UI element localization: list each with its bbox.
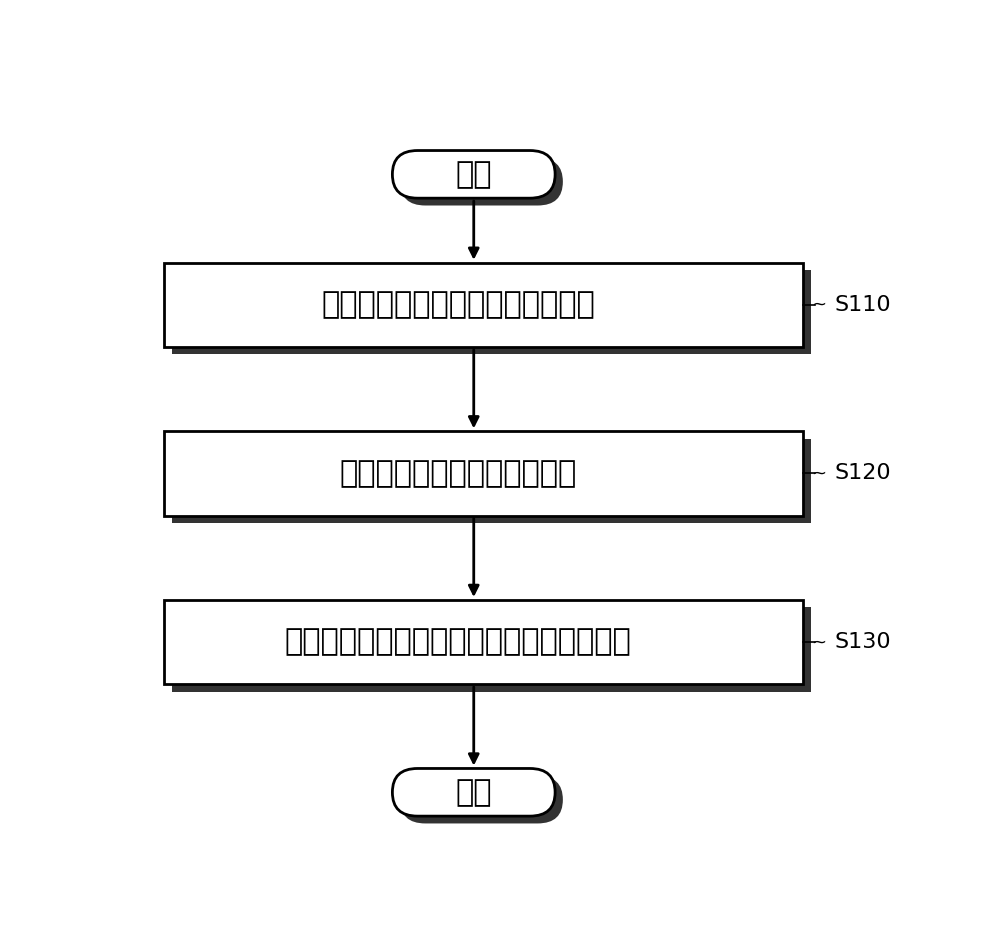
Bar [164, 600, 803, 684]
Bar [172, 607, 811, 691]
Text: 接收用于内部状态信息输出的命令: 接收用于内部状态信息输出的命令 [321, 290, 595, 319]
Text: 输出指定的（或寻址的）帪的内部状态信息: 输出指定的（或寻址的）帪的内部状态信息 [285, 627, 632, 657]
Bar [164, 431, 803, 516]
Text: ~: ~ [811, 296, 826, 314]
Text: 结束: 结束 [456, 778, 492, 806]
Text: ~: ~ [811, 465, 826, 483]
Bar [172, 270, 811, 354]
Text: S130: S130 [834, 632, 891, 652]
FancyBboxPatch shape [392, 150, 555, 198]
FancyBboxPatch shape [400, 158, 563, 206]
Text: ~: ~ [811, 633, 826, 651]
Text: S120: S120 [834, 464, 891, 484]
Text: S110: S110 [834, 295, 891, 315]
FancyBboxPatch shape [392, 768, 555, 816]
Bar [172, 439, 811, 523]
Text: 开始: 开始 [456, 160, 492, 188]
Bar [164, 263, 803, 347]
Text: 接收内部状态信息的目标信息: 接收内部状态信息的目标信息 [340, 459, 577, 488]
FancyBboxPatch shape [400, 776, 563, 823]
